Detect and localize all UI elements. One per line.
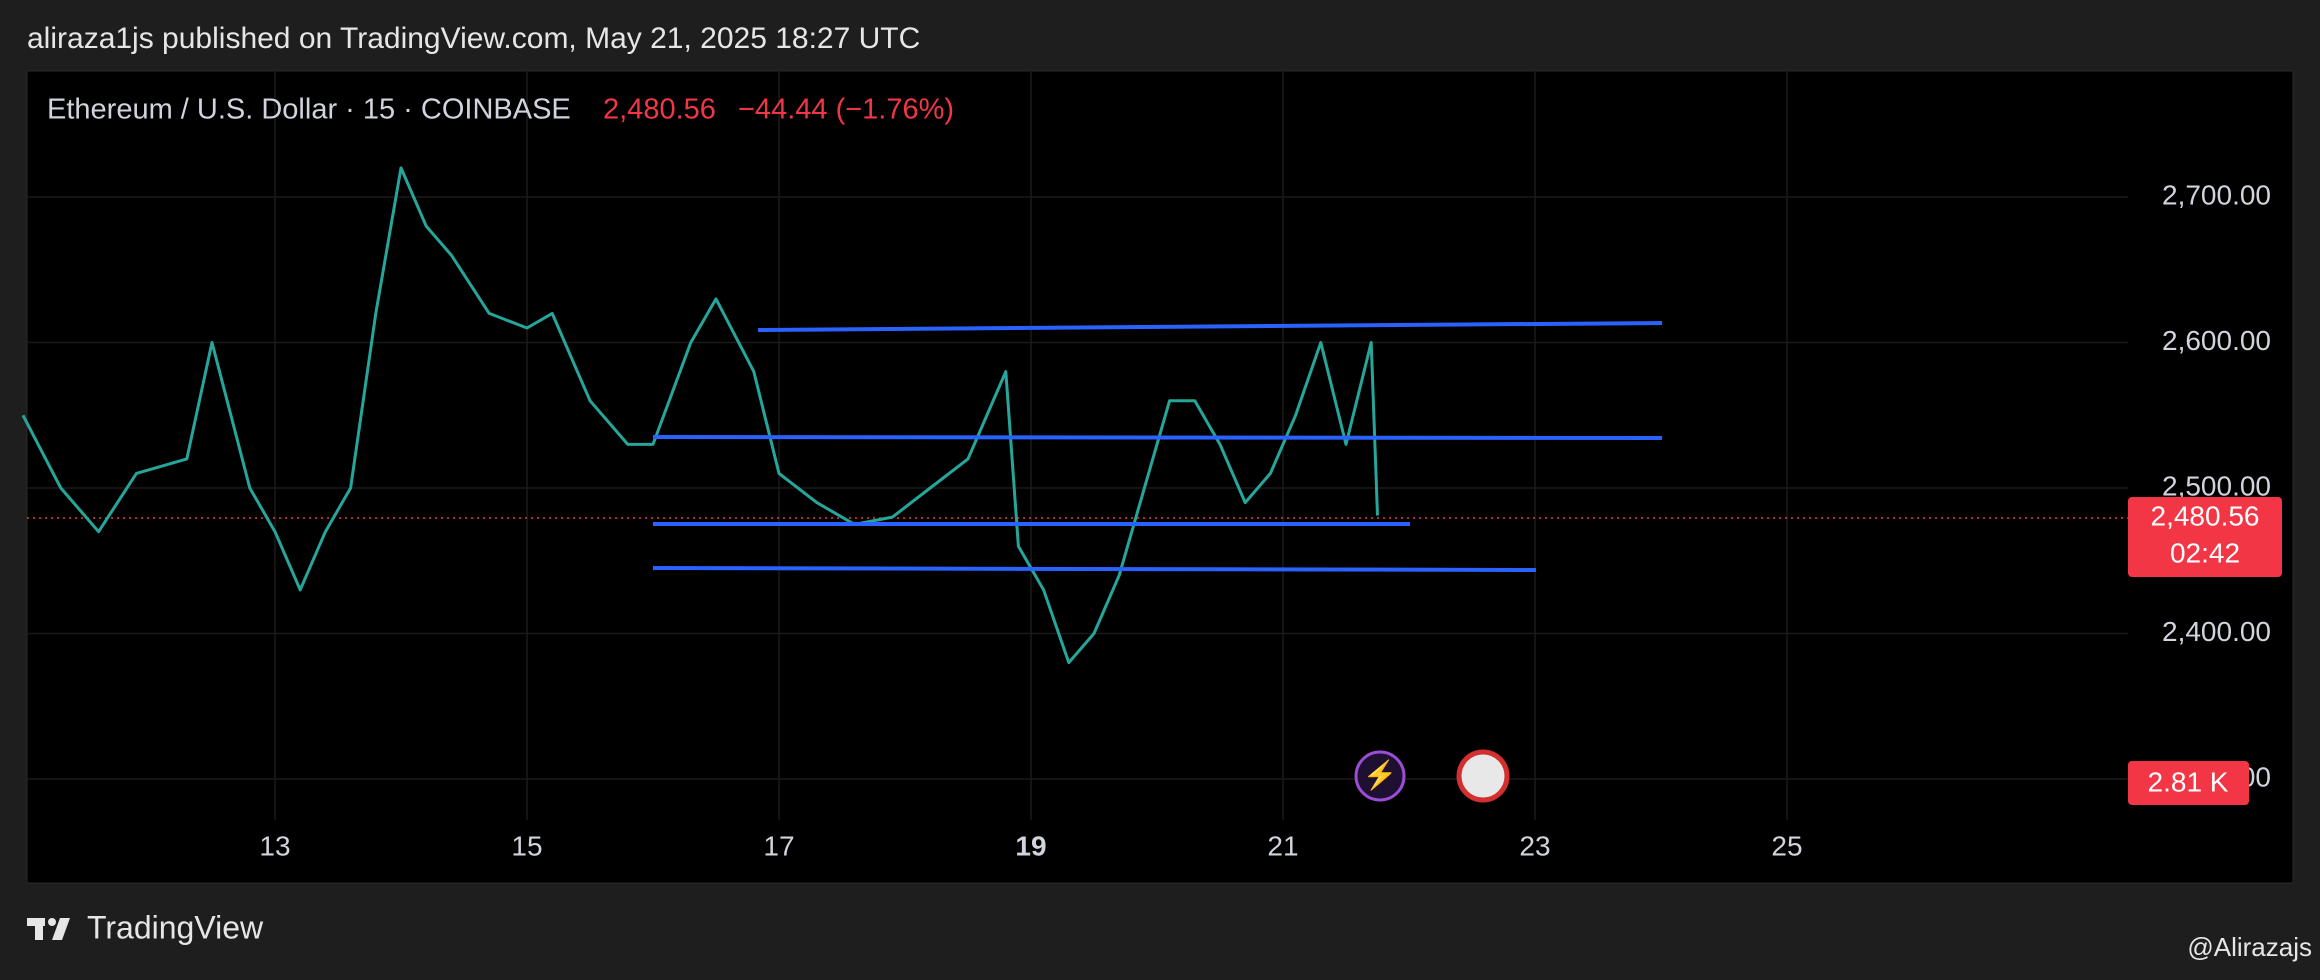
volume-tag bbox=[2128, 761, 2249, 805]
trend-line bbox=[652, 566, 1537, 572]
y-tick-label: 2,700.00 bbox=[2162, 179, 2271, 210]
y-tick-label: 2,400.00 bbox=[2162, 616, 2271, 647]
footer-brand: TradingView bbox=[87, 909, 264, 945]
y-tick-label: 2,500.00 bbox=[2162, 470, 2271, 501]
volume-tag-text: 2.81 K bbox=[2148, 766, 2229, 797]
flag-icon[interactable] bbox=[1456, 749, 1510, 803]
x-tick-label: 25 bbox=[1771, 830, 1802, 861]
x-tick-label: 19 bbox=[1015, 830, 1046, 861]
x-tick-label: 13 bbox=[259, 830, 290, 861]
event-icon-glyph: ⚡ bbox=[1363, 758, 1398, 791]
x-tick-label: 21 bbox=[1267, 830, 1298, 861]
price-line bbox=[21, 166, 1379, 665]
price-tag bbox=[2128, 497, 2282, 577]
price-tag-price: 2,480.56 bbox=[2151, 500, 2260, 531]
x-tick-label: 17 bbox=[763, 830, 794, 861]
trend-line bbox=[757, 321, 1663, 332]
axes: 2,700.002,600.002,500.002,400.002,300.00… bbox=[259, 179, 2271, 861]
x-tick-label: 15 bbox=[511, 830, 542, 861]
logo-part bbox=[35, 918, 43, 940]
legend-price: 2,480.56 bbox=[603, 94, 716, 126]
trend-lines bbox=[652, 321, 1663, 572]
y-tick-label: 2,600.00 bbox=[2162, 325, 2271, 356]
price-tag-countdown: 02:42 bbox=[2170, 537, 2240, 568]
logo-part bbox=[48, 918, 56, 926]
logo-part bbox=[52, 918, 70, 940]
trend-line bbox=[652, 435, 1663, 440]
plot bbox=[21, 166, 1379, 665]
chart-panel bbox=[26, 70, 2294, 884]
header: aliraza1js published on TradingView.com,… bbox=[27, 22, 920, 55]
x-tick-label: 23 bbox=[1519, 830, 1550, 861]
legend-symbol: Ethereum / U.S. Dollar · 15 · COINBASE bbox=[47, 94, 571, 126]
legend-change: −44.44 (−1.76%) bbox=[738, 94, 954, 126]
event-icon[interactable] bbox=[1354, 750, 1406, 802]
footer-author: @Alirazajs bbox=[2187, 932, 2312, 962]
brand-logo bbox=[27, 918, 70, 940]
